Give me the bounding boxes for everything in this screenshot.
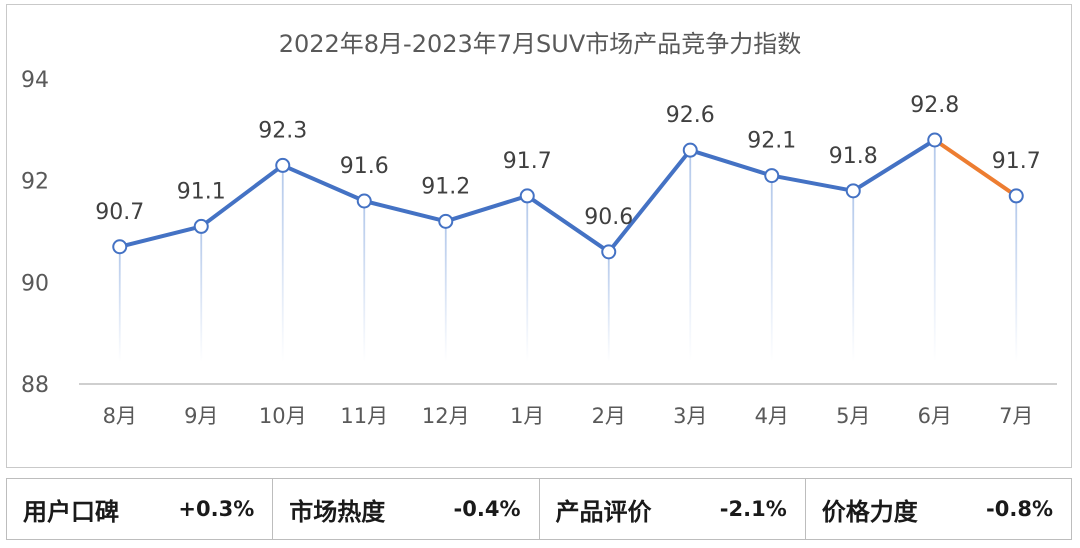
data-point: [845, 183, 861, 199]
data-label: 92.6: [666, 103, 715, 128]
y-tick-label: 90: [21, 271, 49, 296]
data-point: [275, 157, 291, 173]
drop-line: [689, 150, 692, 362]
data-label: 91.1: [177, 179, 226, 204]
y-tick-label: 92: [21, 170, 49, 195]
data-point: [764, 168, 780, 184]
data-point: [927, 132, 943, 148]
drop-line: [281, 165, 284, 362]
data-point: [519, 188, 535, 204]
series-segment: [688, 148, 774, 178]
metric-product-review: 产品评价 -2.1%: [540, 479, 806, 539]
data-point: [356, 193, 372, 209]
metric-value: -0.4%: [453, 497, 521, 521]
data-label: 90.6: [584, 205, 633, 230]
data-point: [112, 239, 128, 255]
series-segment: [769, 173, 856, 193]
drop-line: [607, 251, 610, 362]
x-tick-label: 12月: [422, 404, 470, 428]
drop-line: [363, 201, 366, 362]
metrics-bar: 用户口碑 +0.3% 市场热度 -0.4% 产品评价 -2.1% 价格力度 -0…: [6, 478, 1072, 540]
y-tick-label: 88: [21, 373, 49, 398]
data-label: 90.7: [95, 200, 144, 225]
drop-line: [200, 226, 203, 362]
series-segment: [199, 163, 285, 229]
series-segment: [606, 148, 693, 254]
data-point: [193, 218, 209, 234]
data-label: 91.7: [503, 149, 552, 174]
line-chart: 2022年8月-2023年7月SUV市场产品竞争力指数 88 90 92 94 8月 9…: [21, 30, 1057, 428]
x-tick-label: 9月: [184, 404, 218, 428]
series-segment-highlight: [932, 138, 1019, 198]
series-segment: [525, 193, 611, 254]
data-label: 91.8: [829, 144, 878, 169]
data-label: 91.6: [340, 154, 389, 179]
x-tick-label: 2月: [592, 404, 626, 428]
metric-price-strength: 价格力度 -0.8%: [806, 479, 1071, 539]
x-axis: 8月 9月 10月 11月 12月 1月 2月 3月 4月 5月 6月 7月: [103, 404, 1034, 428]
data-point: [682, 142, 698, 158]
drop-line: [1015, 195, 1018, 362]
series-segment: [443, 193, 530, 224]
data-point: [1008, 188, 1024, 204]
data-labels: 90.7 91.1 92.3 91.6 91.2 91.7 90.6 92.6 92.1 91.8…: [95, 93, 1040, 230]
x-tick-label: 4月: [755, 404, 789, 428]
drop-lines: [118, 140, 1018, 362]
x-tick-label: 8月: [103, 404, 137, 428]
data-point: [601, 244, 617, 260]
series-segment: [851, 138, 937, 193]
x-tick-label: 6月: [918, 404, 952, 428]
drop-line: [444, 221, 447, 362]
x-tick-label: 3月: [673, 404, 707, 428]
x-tick-label: 10月: [259, 404, 307, 428]
data-label: 92.8: [910, 93, 959, 118]
metric-label: 价格力度: [821, 497, 918, 526]
metric-label: 市场热度: [289, 497, 386, 526]
x-tick-label: 11月: [340, 404, 388, 428]
x-tick-label: 1月: [510, 404, 544, 428]
chart-panel: 2022年8月-2023年7月SUV市场产品竞争力指数 88 90 92 94 8月 9…: [6, 4, 1072, 468]
data-label: 92.3: [258, 118, 307, 143]
y-tick-label: 94: [21, 68, 49, 93]
data-label: 92.1: [747, 129, 796, 154]
data-point: [438, 213, 454, 229]
series-segment: [280, 163, 367, 203]
y-axis: 88 90 92 94: [21, 68, 49, 398]
drop-line: [118, 246, 121, 362]
metric-market-heat: 市场热度 -0.4%: [273, 479, 540, 539]
drop-line: [770, 175, 773, 362]
series-segment: [362, 199, 448, 224]
metric-value: -0.8%: [986, 497, 1053, 521]
data-label: 91.2: [421, 174, 470, 199]
drop-line: [852, 190, 855, 362]
series-segment: [117, 224, 204, 249]
metric-user-reputation: 用户口碑 +0.3%: [7, 479, 274, 539]
drop-line: [526, 195, 529, 362]
metric-value: -2.1%: [719, 497, 787, 521]
drop-line: [933, 140, 936, 362]
metric-label: 用户口碑: [23, 497, 119, 526]
x-tick-label: 5月: [836, 404, 870, 428]
data-label: 91.7: [992, 149, 1041, 174]
data-markers: [112, 132, 1024, 260]
metric-value: +0.3%: [178, 497, 255, 521]
chart-title: 2022年8月-2023年7月SUV市场产品竞争力指数: [279, 30, 802, 58]
series-line: [117, 138, 1019, 254]
x-tick-label: 7月: [999, 404, 1033, 428]
metric-label: 产品评价: [555, 497, 652, 526]
